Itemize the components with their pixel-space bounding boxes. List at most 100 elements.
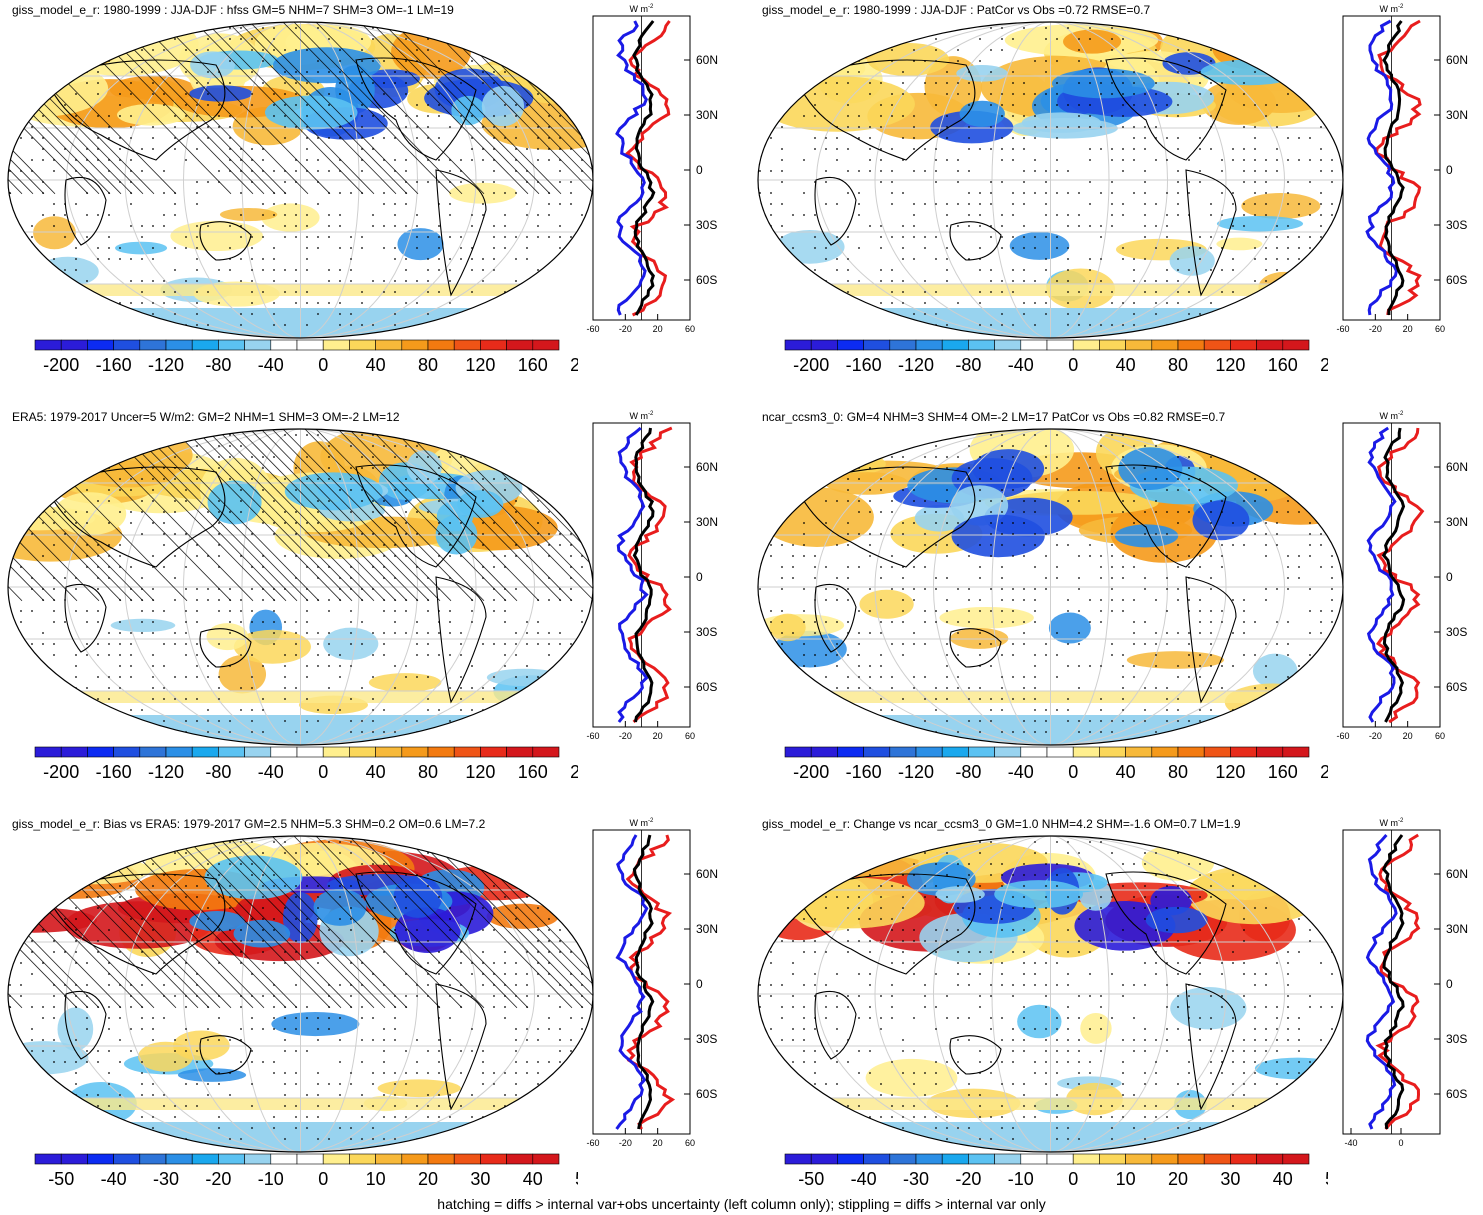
profile-x-tick-label: -60 [1336, 731, 1349, 741]
colorbar-swatch [87, 1153, 114, 1165]
colorbar-swatch [401, 1153, 429, 1165]
colorbar-tick-label: 20 [418, 1169, 438, 1189]
panel-title: giss_model_e_r: 1980-1999 : JJA-DJF : hf… [12, 3, 454, 17]
colorbar-swatch [270, 339, 298, 351]
profile-x-tick-label: -60 [586, 1138, 599, 1148]
latitude-label: 60S [1446, 273, 1467, 287]
colorbar-swatch [322, 746, 350, 758]
colorbar-swatch [296, 339, 324, 351]
profile-x-tick-label: 60 [685, 731, 695, 741]
colorbar-tick-label: -40 [851, 1169, 877, 1189]
colorbar-tick-label: -80 [955, 762, 981, 782]
profile-line [632, 427, 655, 723]
colorbar-swatch [889, 746, 917, 758]
latitude-label: 0 [696, 977, 703, 991]
colorbar-swatch [1177, 1153, 1205, 1165]
colorbar-tick-label: 160 [1268, 355, 1298, 375]
colorbar-swatch [480, 1153, 507, 1165]
colorbar-swatch [1282, 1153, 1310, 1165]
world-map [7, 428, 594, 746]
profile-x-tick-label: -20 [1369, 324, 1382, 334]
colorbar-swatch [889, 339, 917, 351]
colorbar-tick-label: 200 [570, 355, 578, 375]
colorbar-swatch [34, 339, 62, 351]
profile-line [615, 834, 649, 1130]
zonal-profile: W m-2 60N 30N 0 30S 60S -60 -20 20 60 [586, 411, 718, 741]
colorbar-tick-label: 10 [1116, 1169, 1136, 1189]
colorbar-tick-label: 20 [1168, 1169, 1188, 1189]
panel-title: giss_model_e_r: Bias vs ERA5: 1979-2017 … [12, 817, 486, 831]
colorbar-swatch [453, 1153, 481, 1165]
colorbar-swatch [968, 746, 995, 758]
profile-line [1375, 427, 1425, 724]
colorbar-tick-label: -10 [1008, 1169, 1034, 1189]
profile-line [1366, 426, 1397, 723]
colorbar-tick-label: -10 [258, 1169, 284, 1189]
colorbar-swatch [191, 339, 219, 351]
colorbar-swatch [113, 1153, 141, 1165]
colorbar-tick-label: 120 [1215, 355, 1245, 375]
latitude-label: 60S [1446, 1087, 1467, 1101]
profile-x-tick-label: 0 [1398, 1138, 1403, 1148]
colorbar-tick-label: -120 [898, 355, 934, 375]
colorbar-swatch [1177, 339, 1205, 351]
colorbar-tick-label: 40 [1116, 355, 1136, 375]
colorbar-swatch [1125, 1153, 1153, 1165]
zonal-profile: W m-2 60N 30N 0 30S 60S -60 -20 20 60 [586, 818, 718, 1148]
zonal-profile: W m-2 60N 30N 0 30S 60S -40 0 [1342, 818, 1468, 1148]
colorbar-swatch [1203, 1153, 1231, 1165]
latitude-label: 30N [1446, 922, 1468, 936]
colorbar-swatch [113, 746, 141, 758]
colorbar-swatch [165, 339, 193, 351]
latitude-label: 60S [696, 273, 717, 287]
colorbar-swatch [1256, 746, 1284, 758]
profile-unit: W m-2 [1380, 818, 1404, 828]
profile-x-tick-label: -20 [619, 1138, 632, 1148]
latitude-label: 30N [696, 922, 718, 936]
colorbar-swatch [863, 746, 891, 758]
latitude-label: 0 [1446, 570, 1453, 584]
colorbar-swatch [60, 339, 88, 351]
world-map [757, 428, 1344, 746]
colorbar-swatch [270, 1153, 298, 1165]
latitude-label: 60N [696, 53, 718, 67]
latitude-label: 30N [696, 515, 718, 529]
colorbar-swatch [784, 339, 812, 351]
colorbar-swatch [191, 746, 219, 758]
colorbar-swatch [1203, 339, 1231, 351]
colorbar-tick-label: 50 [1325, 1169, 1328, 1189]
latitude-label: 60N [1446, 53, 1468, 67]
colorbar-swatch [139, 339, 167, 351]
colorbar-tick-label: 40 [366, 762, 386, 782]
colorbar-tick-label: -120 [148, 762, 184, 782]
colorbar-swatch [837, 1153, 864, 1165]
colorbar-swatch [994, 1153, 1022, 1165]
colorbar-swatch [1203, 746, 1231, 758]
latitude-label: 30S [696, 625, 717, 639]
colorbar-tick-label: -20 [205, 1169, 231, 1189]
colorbar-swatch [994, 746, 1022, 758]
colorbar-swatch [532, 1153, 560, 1165]
colorbar-swatch [165, 746, 193, 758]
colorbar-swatch [401, 339, 429, 351]
panel-title: ERA5: 1979-2017 Uncer=5 W/m2: GM=2 NHM=1… [12, 410, 400, 424]
colorbar-swatch [60, 746, 88, 758]
colorbar-tick-label: -80 [955, 355, 981, 375]
colorbar-swatch [270, 746, 298, 758]
colorbar: -200 -160 -120 -80 -40 0 40 80 120 160 200 [784, 339, 1328, 375]
colorbar-swatch [1282, 746, 1310, 758]
colorbar-tick-label: 0 [1068, 1169, 1078, 1189]
colorbar-swatch [1020, 746, 1048, 758]
colorbar-swatch [863, 339, 891, 351]
colorbar-swatch [837, 746, 864, 758]
colorbar-swatch [532, 339, 560, 351]
latitude-label: 0 [1446, 163, 1453, 177]
latitude-label: 0 [696, 163, 703, 177]
colorbar-swatch [165, 1153, 193, 1165]
colorbar-tick-label: -40 [1008, 762, 1034, 782]
colorbar-tick-label: -160 [96, 355, 132, 375]
colorbar-swatch [322, 339, 350, 351]
colorbar-swatch [1256, 339, 1284, 351]
colorbar-swatch [401, 746, 429, 758]
colorbar-tick-label: -50 [48, 1169, 74, 1189]
